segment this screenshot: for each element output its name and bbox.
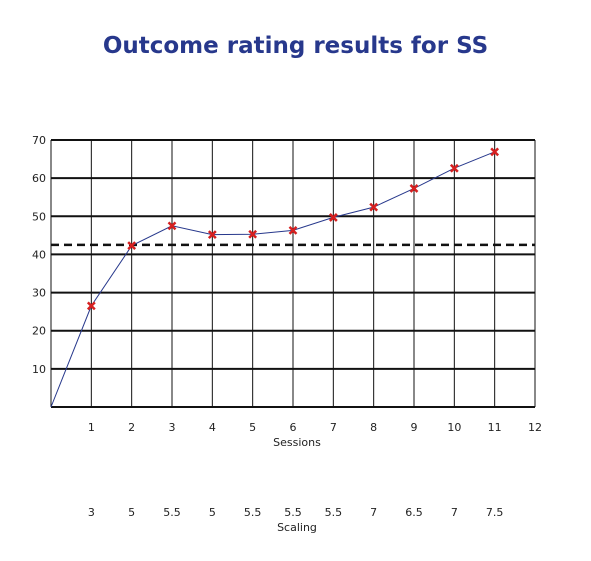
x-tick-label: 8: [370, 421, 377, 434]
marker-stroke: [409, 184, 419, 193]
x-tick-label: 6: [290, 421, 297, 434]
x-tick-label: 1: [88, 421, 95, 434]
data-point-marker: [409, 184, 419, 193]
scaling-value: 5.5: [163, 506, 181, 519]
scaling-value: 3: [88, 506, 95, 519]
scaling-value: 6.5: [405, 506, 423, 519]
marker-stroke: [167, 221, 177, 231]
series-line: [50, 151, 495, 408]
x-tick-label: 5: [249, 421, 256, 434]
scaling-value: 5.5: [244, 506, 262, 519]
marker-stroke: [248, 229, 258, 239]
marker-stroke: [86, 301, 96, 311]
x-tick-label: 4: [209, 421, 216, 434]
grid: [50, 139, 536, 408]
data-point-marker: [288, 226, 298, 235]
x-tick-label: 7: [330, 421, 337, 434]
x-tick-label: 12: [528, 421, 542, 434]
y-tick-label: 50: [32, 210, 46, 223]
scaling-value: 5: [209, 506, 216, 519]
marker-stroke: [449, 163, 459, 173]
marker-stroke: [207, 230, 217, 239]
y-tick-label: 30: [32, 287, 46, 300]
x-tick-label: 11: [488, 421, 502, 434]
data-point-marker: [86, 301, 96, 311]
x-tick-labels: 1 2 3 4 5 6 7 8 9 10 11 12: [88, 421, 542, 434]
marker-stroke: [127, 241, 137, 251]
y-tick-label: 60: [32, 172, 46, 185]
scaling-value: 5.5: [325, 506, 343, 519]
marker-stroke: [288, 226, 298, 235]
y-tick-labels: 10 20 30 40 50 60 70: [32, 134, 46, 376]
scaling-label: Scaling: [277, 521, 317, 534]
scaling-values: 3 5 5.5 5 5.5 5.5 5.5 7 6.5 7 7.5: [88, 506, 504, 519]
y-tick-label: 20: [32, 325, 46, 338]
data-point-marker: [328, 213, 338, 222]
y-tick-label: 70: [32, 134, 46, 147]
x-axis-label: Sessions: [273, 436, 321, 449]
scaling-value: 7: [451, 506, 458, 519]
x-tick-label: 9: [411, 421, 418, 434]
data-point-marker: [167, 221, 177, 231]
data-point-marker: [449, 163, 459, 173]
scaling-value: 7.5: [486, 506, 504, 519]
series-group: [50, 147, 500, 408]
y-tick-label: 10: [32, 363, 46, 376]
marker-stroke: [328, 213, 338, 222]
data-point-marker: [127, 241, 137, 251]
marker-stroke: [490, 147, 500, 157]
x-tick-label: 3: [169, 421, 176, 434]
x-tick-label: 2: [128, 421, 135, 434]
data-point-marker: [248, 229, 258, 239]
x-tick-label: 10: [447, 421, 461, 434]
marker-stroke: [369, 202, 379, 212]
data-point-marker: [369, 202, 379, 212]
data-point-marker: [490, 147, 500, 157]
scaling-value: 5.5: [284, 506, 302, 519]
chart-title: Outcome rating results for SS: [102, 33, 489, 59]
y-tick-label: 40: [32, 248, 46, 261]
data-point-marker: [207, 230, 217, 239]
scaling-value: 5: [128, 506, 135, 519]
scaling-value: 7: [370, 506, 377, 519]
